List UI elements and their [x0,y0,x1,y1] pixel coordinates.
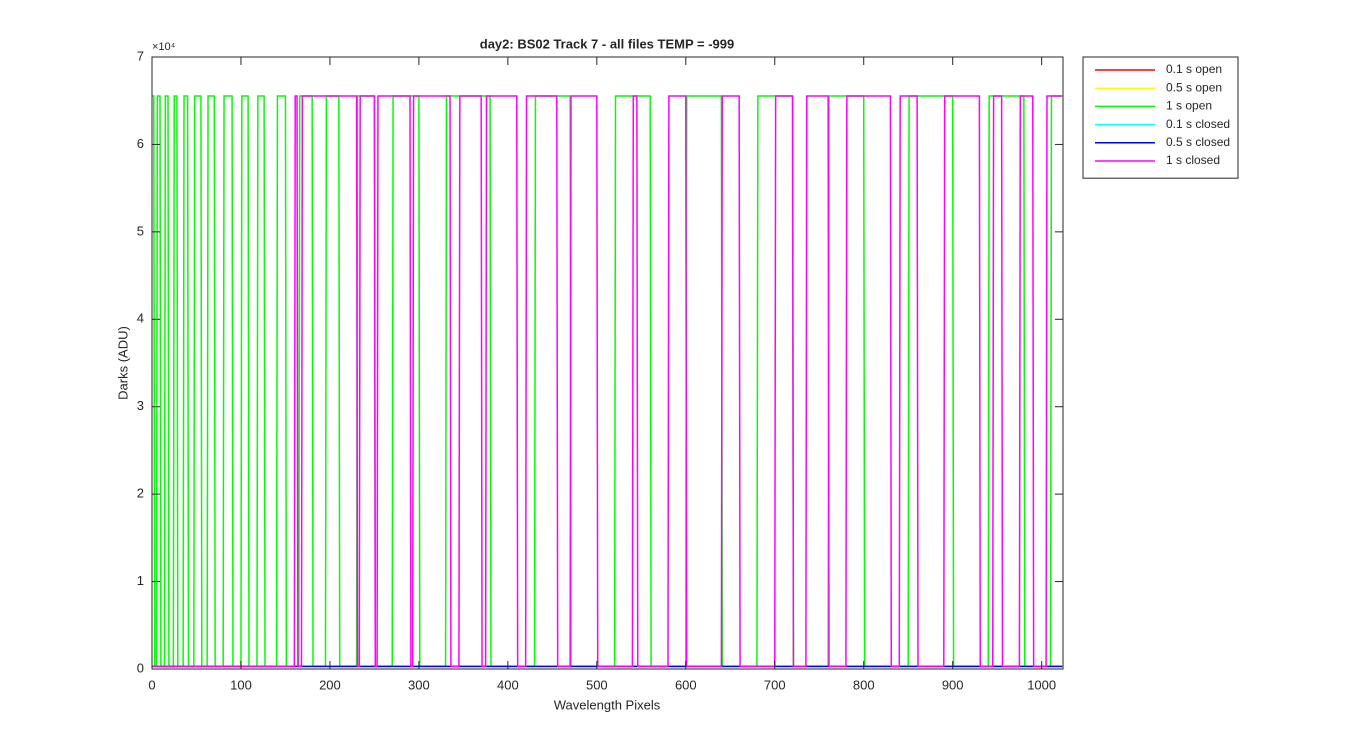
x-tick-label: 1000 [1027,677,1056,692]
legend-label: 0.5 s open [1166,80,1222,94]
x-tick-label: 100 [230,677,252,692]
legend-label: 1 s closed [1166,153,1220,167]
y-tick-label: 3 [137,398,144,413]
x-tick-label: 600 [675,677,697,692]
x-tick-label: 400 [497,677,519,692]
legend-label: 1 s open [1166,99,1212,113]
y-tick-label: 7 [137,48,144,63]
plot-frame [151,56,1064,670]
x-tick-label: 800 [853,677,875,692]
y-axis-label: Darks (ADU) [115,326,130,400]
data-line [152,95,1063,668]
x-tick-label: 500 [586,677,608,692]
y-tick-label: 0 [137,660,144,675]
x-tick-label: 300 [408,677,430,692]
y-tick-label: 5 [137,223,144,238]
x-tick-label: 900 [942,677,964,692]
x-axis-label: Wavelength Pixels [554,697,661,712]
x-tick-label: 200 [319,677,341,692]
y-tick-label: 2 [137,486,144,501]
x-tick-label: 0 [148,677,155,692]
y-tick-label: 1 [137,573,144,588]
legend-label: 0.5 s closed [1166,135,1230,149]
chart-title: day2: BS02 Track 7 - all files TEMP = -9… [480,36,734,51]
legend-box [1082,56,1239,179]
y-exponent: ×10⁴ [152,41,176,53]
x-tick-label: 700 [764,677,786,692]
legend-label: 0.1 s closed [1166,117,1230,131]
y-tick-label: 6 [137,136,144,151]
y-tick-label: 4 [137,311,144,326]
legend-label: 0.1 s open [1166,62,1222,76]
data-line [152,95,1063,668]
